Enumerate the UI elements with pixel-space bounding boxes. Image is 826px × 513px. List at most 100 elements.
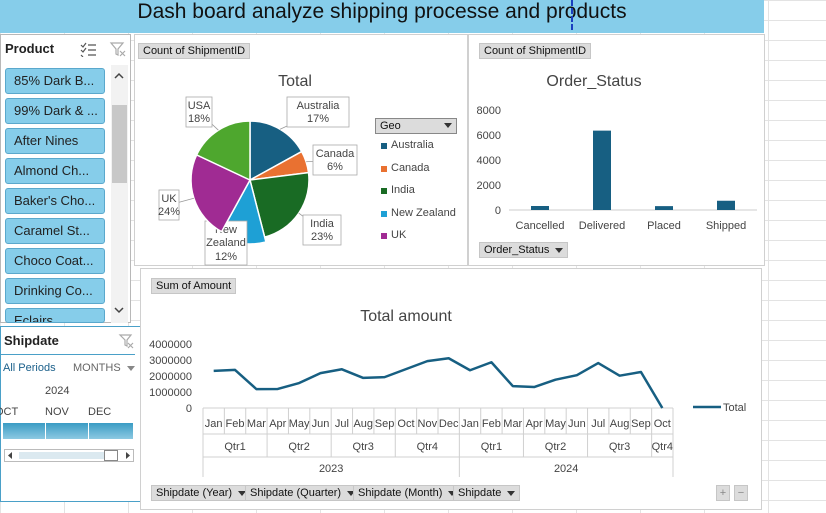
month-label: Feb [482, 418, 501, 430]
order-status-axis-button[interactable]: Order_Status [479, 242, 569, 258]
legend-entry[interactable]: New Zealand [391, 206, 456, 219]
order-status-bar-chart[interactable]: 0 2000 4000 6000 8000 Cancelled Delivered Place… [469, 35, 766, 267]
product-slicer-item[interactable]: 85% Dark B... [5, 68, 105, 94]
month-label: Apr [526, 418, 543, 430]
bar[interactable] [717, 200, 735, 210]
bar[interactable] [655, 206, 673, 210]
bar[interactable] [593, 130, 611, 210]
timeline-month-label: NOV [45, 406, 69, 418]
pie-slice[interactable] [190, 153, 252, 233]
status-chart-title: Order_Status [546, 73, 642, 90]
y-tick-label: 4000 [477, 155, 501, 167]
product-slicer-item[interactable]: Caramel St... [5, 218, 105, 244]
pie-callout-percent: 17% [307, 113, 329, 125]
collapse-field-button[interactable]: − [734, 485, 748, 501]
time-level-dropdown[interactable]: MONTHS [73, 362, 135, 374]
legend-entry[interactable]: Canada [391, 161, 430, 174]
legend-swatch [381, 233, 387, 239]
shipdate-axis-button[interactable]: Shipdate (Quarter) [245, 485, 361, 501]
shipdate-axis-button[interactable]: Shipdate (Month) [353, 485, 462, 501]
product-slicer-item[interactable]: After Nines [5, 128, 105, 154]
quarter-label: Qtr3 [609, 441, 630, 453]
amount-line-chart-panel[interactable]: Sum of Amount Total amount 0 1000000 20000… [140, 268, 762, 510]
slicer-scroll-thumb[interactable] [112, 105, 127, 183]
pie-callout-percent: 6% [327, 161, 343, 173]
pie-slice[interactable] [249, 120, 303, 182]
shipdate-axis-label: Shipdate (Year) [156, 487, 233, 499]
shipdate-axis-button[interactable]: Shipdate (Year) [151, 485, 252, 501]
multi-select-icon[interactable] [79, 41, 97, 57]
y-tick-label: 4000000 [149, 339, 192, 351]
y-tick-label: 0 [495, 205, 501, 217]
pie-callout-box [286, 96, 350, 128]
quarter-label: Qtr1 [481, 441, 502, 453]
pie-slice[interactable] [249, 171, 310, 239]
product-slicer-item[interactable]: Baker's Cho... [5, 188, 105, 214]
clear-filter-icon[interactable] [109, 40, 127, 58]
expand-field-button[interactable]: + [716, 485, 730, 501]
timeline-clear-filter-icon[interactable] [118, 333, 136, 349]
slicer-scrollbar[interactable] [111, 65, 128, 323]
pie-slice[interactable] [195, 120, 251, 182]
month-label: Mar [503, 418, 522, 430]
product-slicer-item[interactable]: Almond Ch... [5, 158, 105, 184]
amount-field-button[interactable]: Sum of Amount [151, 278, 237, 294]
legend-entry[interactable]: Australia [391, 139, 434, 151]
month-label: Oct [654, 418, 671, 430]
timeline-month-label: OCT [0, 406, 19, 418]
pie-callout-label: UK [161, 193, 177, 205]
pie-callout-percent: 18% [188, 113, 210, 125]
order-status-chart-panel[interactable]: Count of ShipmentID Order_Status 0 2000 40… [468, 34, 765, 266]
year-label: 2024 [554, 463, 578, 475]
legend-entry[interactable]: India [391, 184, 415, 196]
shipdate-axis-label: Shipdate [458, 487, 502, 499]
month-label: Aug [610, 418, 630, 430]
product-slicer[interactable]: Product 85% Dark B... 99% Dark & ... After… [0, 34, 131, 323]
x-tick-label: Cancelled [516, 220, 565, 232]
timeline-bar-divider [88, 423, 89, 439]
y-tick-label: 2000000 [149, 371, 192, 383]
pie-chart[interactable]: Australia17%Canada6%India23%NewZealand12… [135, 35, 469, 267]
scroll-up-icon[interactable] [113, 71, 125, 81]
status-field-button[interactable]: Count of ShipmentID [479, 43, 592, 59]
dashboard-title[interactable]: Dash board analyze shipping processe and… [0, 0, 764, 33]
month-label: Sep [631, 418, 651, 430]
legend-entry[interactable]: Total [723, 402, 746, 414]
shipdate-timeline[interactable]: Shipdate All Periods MONTHS 2024 OCT NOV D… [0, 326, 142, 502]
month-label: Jan [205, 418, 223, 430]
scroll-left-icon[interactable] [6, 451, 15, 460]
geo-pie-chart-panel[interactable]: Count of ShipmentID Total Australia 17% Ca… [134, 34, 468, 266]
chevron-down-icon [444, 123, 452, 128]
month-label: May [289, 418, 310, 430]
chevron-down-icon [555, 247, 564, 253]
product-slicer-item[interactable]: Choco Coat... [5, 248, 105, 274]
all-periods-label[interactable]: All Periods [3, 362, 56, 374]
legend-entry[interactable]: UK [391, 229, 407, 241]
shipdate-axis-label: Shipdate (Month) [358, 487, 443, 499]
product-slicer-item[interactable]: Drinking Co... [5, 278, 105, 304]
timeline-header: Shipdate [4, 333, 59, 348]
geo-legend-button[interactable]: Geo [375, 118, 457, 134]
timeline-scroll-thumb[interactable] [104, 450, 118, 461]
y-tick-label: 3000000 [149, 355, 192, 367]
timeline-month-label: DEC [88, 406, 112, 418]
product-slicer-item[interactable]: 99% Dark & ... [5, 98, 105, 124]
bar[interactable] [531, 206, 549, 210]
quarter-label: Qtr1 [224, 441, 245, 453]
quarter-label: Qtr3 [353, 441, 374, 453]
amount-chart-title: Total amount [360, 308, 452, 325]
pie-callout-percent: 12% [215, 251, 237, 263]
scroll-down-icon[interactable] [113, 305, 125, 315]
series-line-total[interactable] [213, 356, 664, 409]
scroll-right-icon[interactable] [123, 451, 132, 460]
time-level-label: MONTHS [73, 362, 121, 374]
product-slicer-item[interactable]: Eclairs [5, 308, 105, 323]
pie-callout-box [312, 144, 358, 176]
timeline-bar[interactable] [3, 423, 133, 439]
pie-callout-label: USA [188, 100, 211, 112]
shipdate-axis-button[interactable]: Shipdate [453, 485, 521, 501]
pie-title: Total [278, 73, 312, 90]
pie-callout-label: Zealand [206, 237, 246, 249]
pie-field-button[interactable]: Count of ShipmentID [138, 43, 251, 59]
